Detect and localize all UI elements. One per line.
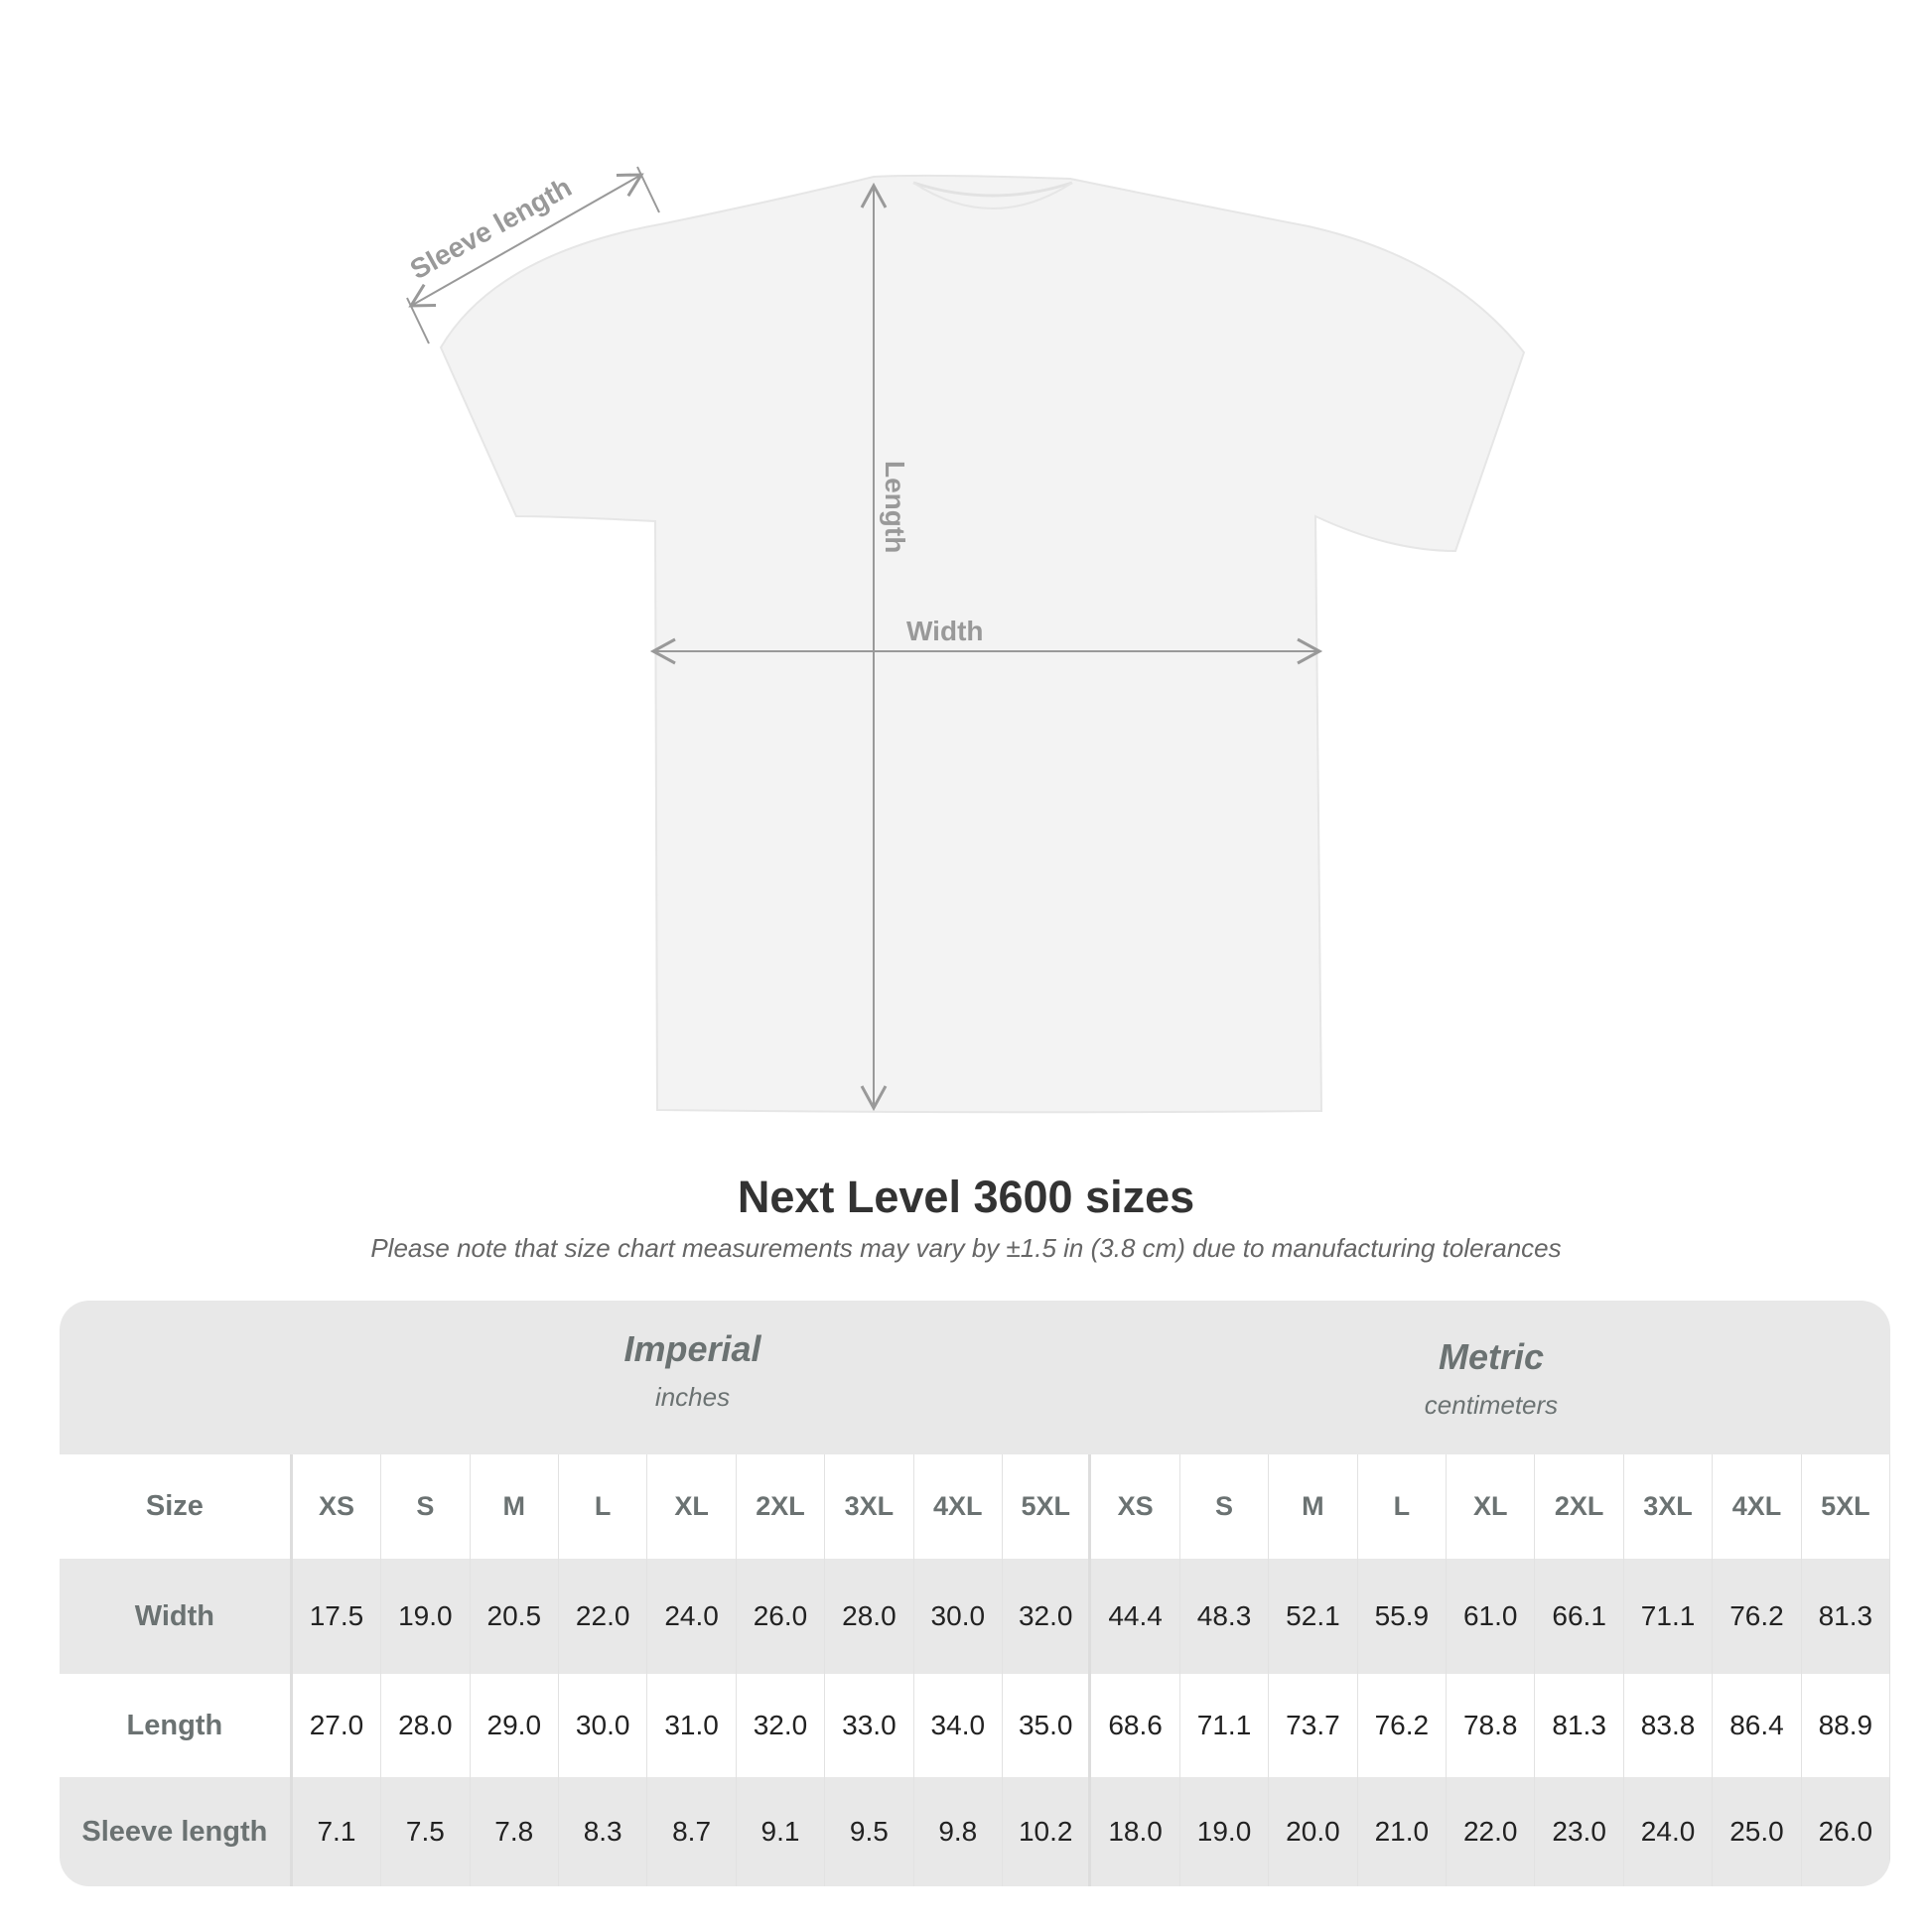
table-cell: 86.4: [1713, 1674, 1802, 1777]
imperial-header: Imperial inches: [293, 1328, 1092, 1413]
table-cell: 8.7: [647, 1777, 737, 1886]
table-cell: 25.0: [1713, 1777, 1802, 1886]
table-cell: 23.0: [1535, 1777, 1624, 1886]
table-cell: 78.8: [1447, 1674, 1536, 1777]
size-header-metric: 3XL: [1624, 1454, 1714, 1559]
unit-header-band: Imperial inches Metric centimeters: [60, 1301, 1890, 1454]
size-header-metric: 4XL: [1713, 1454, 1802, 1559]
size-table: Imperial inches Metric centimeters Size …: [60, 1301, 1890, 1886]
size-header-metric: M: [1269, 1454, 1358, 1559]
size-header-imperial: S: [381, 1454, 471, 1559]
table-cell: 8.3: [559, 1777, 648, 1886]
table-cell: 83.8: [1624, 1674, 1714, 1777]
table-cell: 7.8: [471, 1777, 559, 1886]
size-header-imperial: XL: [647, 1454, 737, 1559]
table-cell: 66.1: [1535, 1559, 1624, 1674]
table-row-length: Length 27.0 28.0 29.0 30.0 31.0 32.0 33.0 34.0 35…: [60, 1674, 1890, 1777]
imperial-label: Imperial: [623, 1328, 761, 1369]
table-cell: 19.0: [381, 1559, 471, 1674]
table-cell: 71.1: [1624, 1559, 1714, 1674]
size-header-metric: XL: [1447, 1454, 1536, 1559]
table-cell: 27.0: [293, 1674, 382, 1777]
table-cell: 61.0: [1447, 1559, 1536, 1674]
table-cell: 29.0: [471, 1674, 559, 1777]
table-cell: 32.0: [737, 1674, 826, 1777]
table-cell: 19.0: [1180, 1777, 1270, 1886]
page-title: Next Level 3600 sizes: [737, 1172, 1195, 1222]
size-header-imperial: XS: [293, 1454, 382, 1559]
table-cell: 81.3: [1535, 1674, 1624, 1777]
row-label: Sleeve length: [60, 1777, 293, 1886]
table-row-width: Width 17.5 19.0 20.5 22.0 24.0 26.0 28.0 30.0 32.…: [60, 1559, 1890, 1674]
table-cell: 22.0: [559, 1559, 648, 1674]
sleeve-arrow: [408, 173, 644, 308]
table-cell: 76.2: [1713, 1559, 1802, 1674]
table-cell: 32.0: [1003, 1559, 1092, 1674]
metric-header: Metric centimeters: [1092, 1336, 1890, 1421]
table-cell: 34.0: [914, 1674, 1003, 1777]
size-header-imperial: 5XL: [1003, 1454, 1092, 1559]
size-header-imperial: 2XL: [737, 1454, 826, 1559]
size-header-imperial: M: [471, 1454, 559, 1559]
size-header-metric: L: [1358, 1454, 1448, 1559]
table-cell: 7.1: [293, 1777, 382, 1886]
table-cell: 26.0: [1802, 1777, 1890, 1886]
size-header-imperial: L: [559, 1454, 648, 1559]
table-cell: 18.0: [1091, 1777, 1180, 1886]
table-cell: 26.0: [737, 1559, 826, 1674]
table-cell: 9.1: [737, 1777, 826, 1886]
table-cell: 9.5: [825, 1777, 914, 1886]
table-cell: 35.0: [1003, 1674, 1092, 1777]
table-cell: 30.0: [559, 1674, 648, 1777]
metric-label: Metric: [1438, 1336, 1545, 1377]
table-cell: 17.5: [293, 1559, 382, 1674]
table-cell: 68.6: [1091, 1674, 1180, 1777]
length-label: Length: [880, 461, 910, 553]
table-cell: 9.8: [914, 1777, 1003, 1886]
table-cell: 76.2: [1358, 1674, 1448, 1777]
size-header-imperial: 3XL: [825, 1454, 914, 1559]
size-header-row: Size XS S M L XL 2XL 3XL 4XL 5XL XS S M L XL 2XL 3XL 4XL…: [60, 1454, 1890, 1559]
table-cell: 20.5: [471, 1559, 559, 1674]
table-cell: 28.0: [825, 1559, 914, 1674]
table-cell: 55.9: [1358, 1559, 1448, 1674]
table-cell: 31.0: [647, 1674, 737, 1777]
metric-unit: centimeters: [1424, 1390, 1559, 1420]
table-cell: 73.7: [1269, 1674, 1358, 1777]
table-cell: 30.0: [914, 1559, 1003, 1674]
imperial-unit: inches: [654, 1382, 731, 1412]
table-cell: 22.0: [1447, 1777, 1536, 1886]
table-cell: 10.2: [1003, 1777, 1092, 1886]
table-cell: 21.0: [1358, 1777, 1448, 1886]
row-label: Length: [60, 1674, 293, 1777]
size-row-label: Size: [60, 1454, 293, 1559]
table-cell: 71.1: [1180, 1674, 1270, 1777]
table-row-sleeve-length: Sleeve length 7.1 7.5 7.8 8.3 8.7 9.1 9.5 9.8 10.…: [60, 1777, 1890, 1886]
row-label: Width: [60, 1559, 293, 1674]
tolerance-note: Please note that size chart measurements…: [370, 1233, 1562, 1263]
table-cell: 24.0: [1624, 1777, 1714, 1886]
table-cell: 7.5: [381, 1777, 471, 1886]
table-cell: 52.1: [1269, 1559, 1358, 1674]
size-header-metric: 5XL: [1802, 1454, 1890, 1559]
table-cell: 24.0: [647, 1559, 737, 1674]
size-header-metric: 2XL: [1535, 1454, 1624, 1559]
table-cell: 88.9: [1802, 1674, 1890, 1777]
table-cell: 44.4: [1091, 1559, 1180, 1674]
size-header-metric: S: [1180, 1454, 1270, 1559]
table-cell: 28.0: [381, 1674, 471, 1777]
table-cell: 33.0: [825, 1674, 914, 1777]
table-cell: 81.3: [1802, 1559, 1890, 1674]
size-header-metric: XS: [1091, 1454, 1180, 1559]
tshirt-diagram: Sleeve length Length Width: [405, 166, 1526, 1114]
size-header-imperial: 4XL: [914, 1454, 1003, 1559]
width-label: Width: [906, 616, 984, 646]
table-cell: 48.3: [1180, 1559, 1270, 1674]
table-cell: 20.0: [1269, 1777, 1358, 1886]
